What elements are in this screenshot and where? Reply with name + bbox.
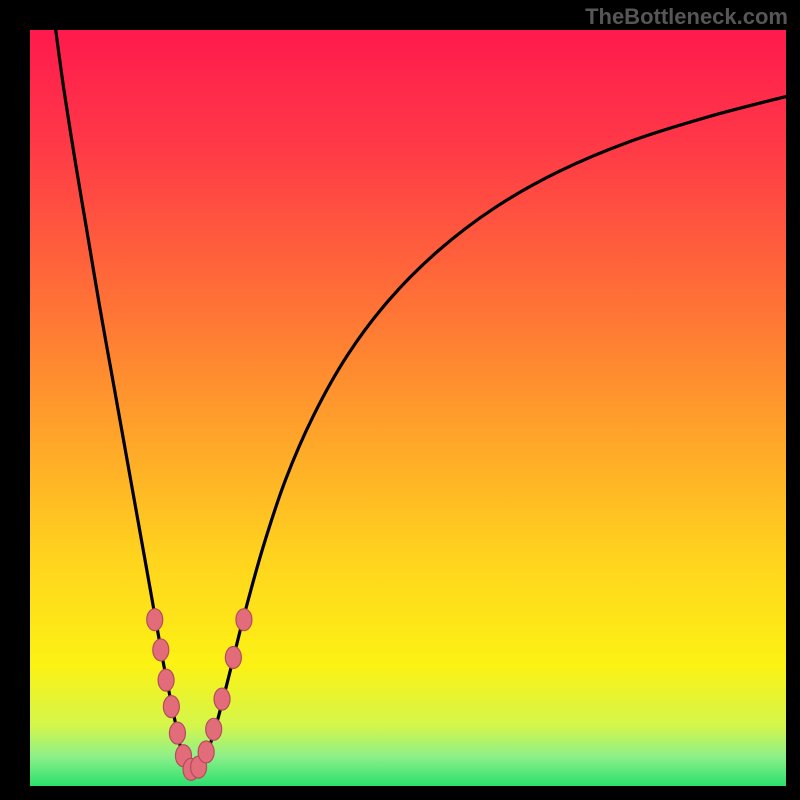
chart-container: TheBottleneck.com bbox=[0, 0, 800, 800]
plot-gradient-background bbox=[30, 30, 786, 786]
watermark-text: TheBottleneck.com bbox=[585, 4, 788, 30]
